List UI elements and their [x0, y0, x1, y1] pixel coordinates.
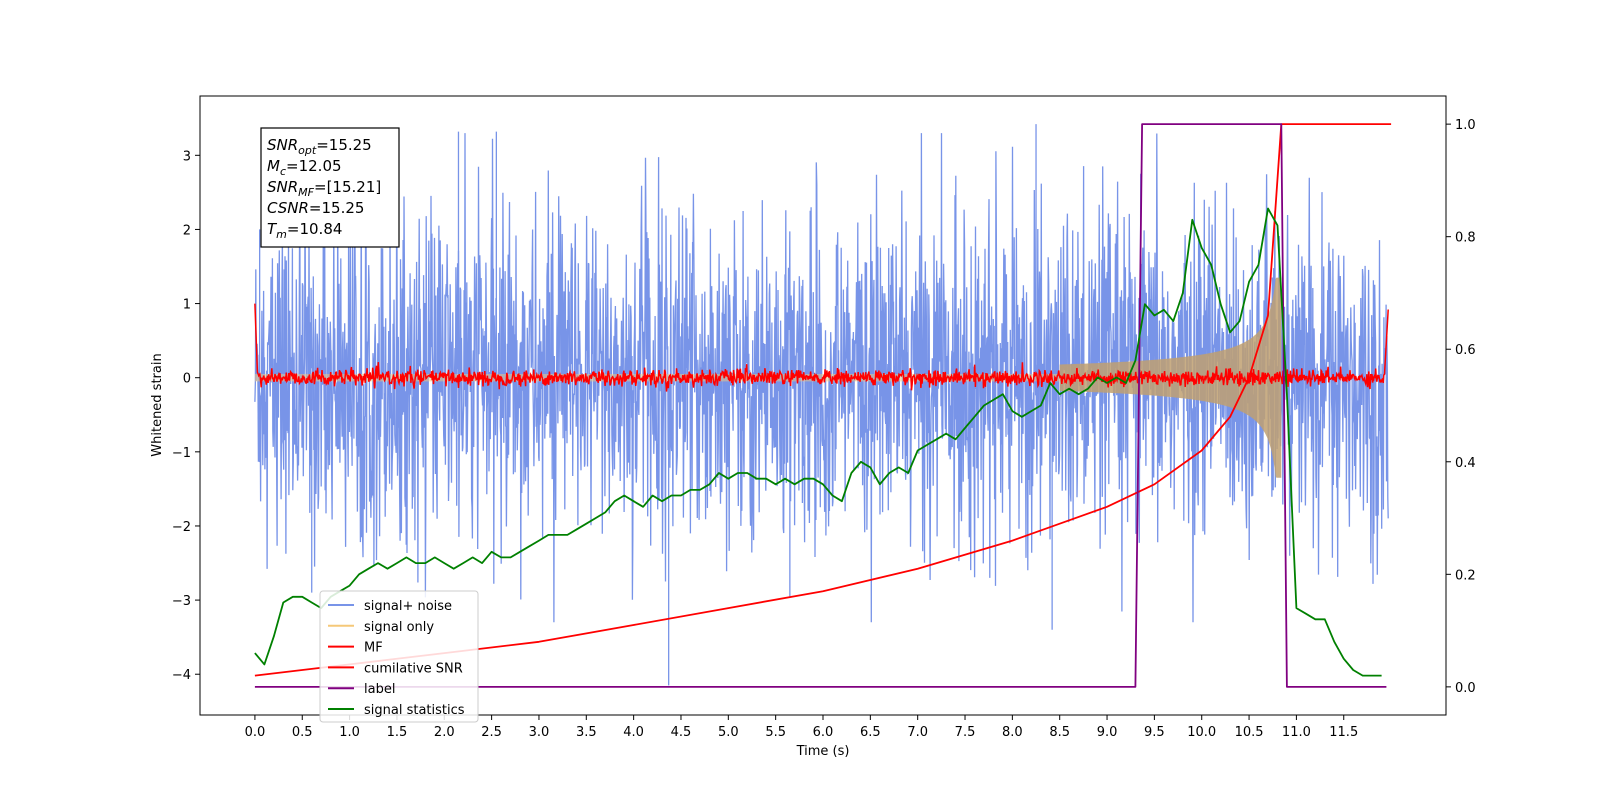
annotation-frame — [260, 127, 400, 248]
y-axis-label: Whitened strain — [150, 353, 165, 456]
x-tick-label: 1.0 — [339, 725, 360, 740]
legend-entry: signal+ noise — [364, 599, 452, 614]
x-tick-label: 4.5 — [671, 725, 692, 740]
y-tick-label: −2 — [172, 520, 191, 535]
x-tick-label: 1.5 — [387, 725, 408, 740]
y-tick-label: −1 — [172, 446, 191, 461]
y-right-tick-label: 0.4 — [1455, 456, 1476, 471]
x-tick-label: 6.0 — [813, 725, 834, 740]
x-axis: 0.0 0.5 1.0 1.5 2.0 2.5 3.0 3.5 4.0 4.5 5.0 5.5 6.0 6… — [245, 715, 1358, 740]
x-tick-label: 9.5 — [1144, 725, 1165, 740]
legend-entry: signal only — [364, 620, 434, 635]
x-tick-label: 0.5 — [292, 725, 313, 740]
x-tick-label: 10.0 — [1187, 725, 1216, 740]
series-label — [254, 123, 1387, 688]
annotation-box: SNRopt=15.25Mc=12.05SNRMF=[15.21]CSNR=15… — [260, 127, 400, 248]
x-tick-label: 10.5 — [1235, 725, 1264, 740]
legend-entry: cumilative SNR — [364, 661, 463, 676]
legend: signal+ noise signal only MF cumilative SNR… — [319, 590, 479, 723]
legend-entry: signal statistics — [364, 703, 465, 718]
y-right-tick-label: 1.0 — [1455, 118, 1476, 133]
y-axis-left: −4 −3 −2 −1 0 1 2 3 — [172, 149, 200, 683]
y-right-tick-label: 0.2 — [1455, 568, 1476, 583]
annotation-line: CSNR=15.25 — [267, 199, 364, 217]
y-right-tick-label: 0.6 — [1455, 343, 1476, 358]
y-tick-label: 3 — [183, 149, 191, 164]
y-tick-label: −3 — [172, 594, 191, 609]
x-tick-label: 3.0 — [529, 725, 550, 740]
annotation-line: Mc=12.05 — [267, 157, 342, 178]
x-tick-label: 6.5 — [860, 725, 881, 740]
x-axis-label: Time (s) — [796, 744, 850, 759]
x-tick-label: 7.0 — [907, 725, 928, 740]
y-tick-label: −4 — [172, 668, 191, 683]
annotation-line: SNRMF=[15.21] — [267, 178, 381, 199]
y-axis-right: 0.0 0.2 0.4 0.6 0.8 1.0 — [1446, 118, 1476, 696]
y-right-tick-label: 0.0 — [1455, 681, 1476, 696]
series-cumulative-snr — [254, 123, 1392, 677]
x-tick-label: 8.5 — [1049, 725, 1070, 740]
x-tick-label: 11.5 — [1329, 725, 1358, 740]
x-tick-label: 5.0 — [718, 725, 739, 740]
legend-frame — [319, 590, 479, 723]
y-right-tick-label: 0.8 — [1455, 231, 1476, 246]
legend-entry: MF — [364, 641, 383, 656]
x-tick-label: 3.5 — [576, 725, 597, 740]
legend-entry: label — [364, 682, 395, 697]
x-tick-label: 9.0 — [1097, 725, 1118, 740]
x-tick-label: 0.0 — [245, 725, 266, 740]
x-tick-label: 5.5 — [765, 725, 786, 740]
series-mf — [254, 303, 1389, 392]
x-tick-label: 7.5 — [955, 725, 976, 740]
x-tick-label: 8.0 — [1002, 725, 1023, 740]
x-tick-label: 2.0 — [434, 725, 455, 740]
x-tick-label: 2.5 — [481, 725, 502, 740]
annotation-line: SNRopt=15.25 — [267, 136, 372, 157]
series-layer — [254, 123, 1392, 688]
x-tick-label: 11.0 — [1282, 725, 1311, 740]
annotation-line: Tm=10.84 — [267, 220, 342, 241]
y-tick-label: 2 — [183, 223, 191, 238]
y-tick-label: 1 — [183, 298, 191, 313]
y-tick-label: 0 — [183, 372, 191, 387]
series-signal-statistics — [254, 207, 1382, 677]
x-tick-label: 4.0 — [623, 725, 644, 740]
